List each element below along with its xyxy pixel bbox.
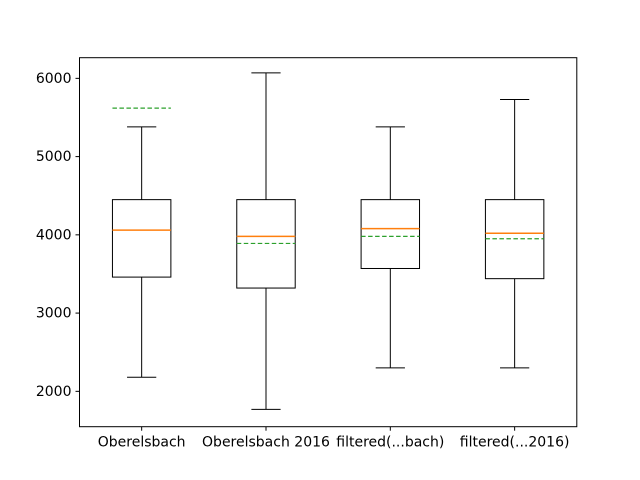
y-tick-label: 6000 <box>36 71 72 87</box>
y-tick-label: 2000 <box>36 384 72 400</box>
plot-border <box>79 57 578 428</box>
x-tick-label: Oberelsbach <box>98 435 186 451</box>
x-tick-label: filtered(...2016) <box>460 435 570 451</box>
y-tick-label: 5000 <box>36 149 72 165</box>
x-tick-label: Oberelsbach 2016 <box>202 435 330 451</box>
box-rect <box>111 199 172 278</box>
y-tick-label: 3000 <box>36 306 72 322</box>
box-rect <box>360 199 421 269</box>
y-tick-label: 4000 <box>36 227 72 243</box>
x-tick-label: filtered(...bach) <box>336 435 444 451</box>
